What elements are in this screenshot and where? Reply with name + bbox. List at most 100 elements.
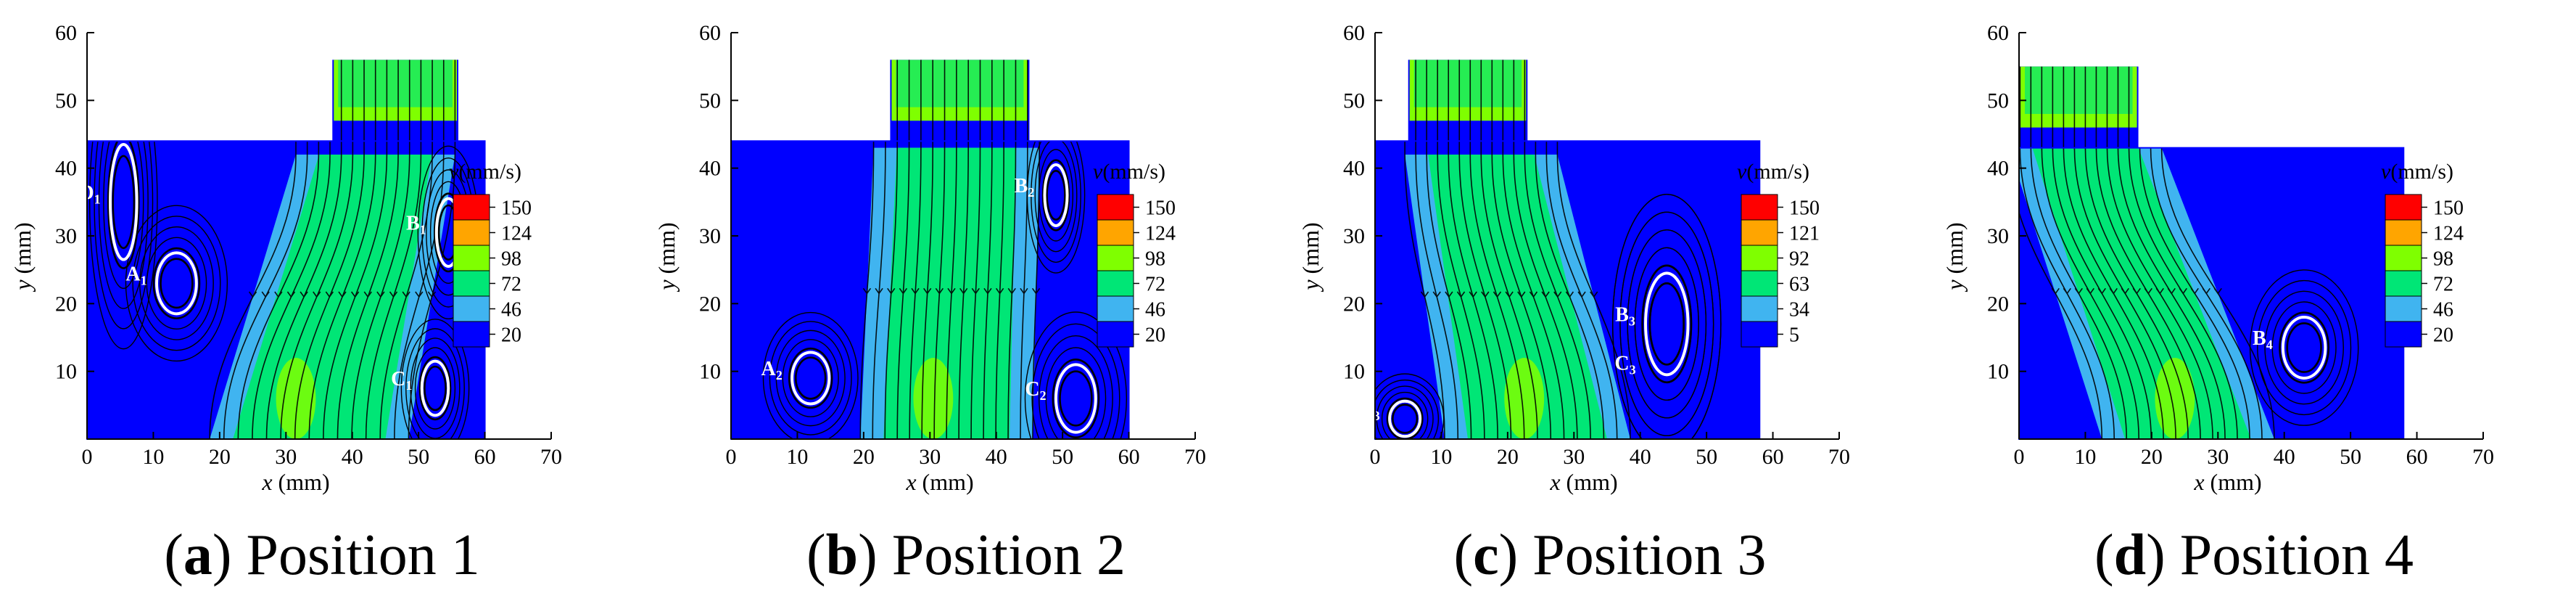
vortex-swirl: [132, 216, 221, 351]
streamline-arrow: [313, 291, 321, 298]
legend-title-var: v: [2381, 160, 2391, 184]
x-tick-label: 40: [342, 445, 363, 469]
legend-level-label: 46: [501, 299, 521, 322]
panel-a-plot: D1A1B1C1010203040506070102030405060x (mm…: [9, 21, 562, 495]
legend-level-label: 150: [501, 197, 532, 220]
streamline: [223, 60, 308, 439]
legend-title-unit: (mm/s): [1102, 160, 1165, 184]
legend-swatch: [2385, 321, 2422, 348]
y-tick-label: 40: [1987, 157, 2009, 181]
streamline: [1426, 60, 1472, 439]
vortex-label-subscript: 3: [1374, 409, 1380, 423]
x-axis-label-var: x: [2193, 469, 2204, 495]
x-tick-label: 70: [540, 445, 562, 469]
streamline-arrow: [1031, 287, 1041, 295]
y-tick-label: 40: [699, 157, 721, 181]
streamline: [1480, 60, 1538, 439]
vortex-label-letter: A: [125, 263, 141, 285]
legend-level-label: 98: [1145, 248, 1165, 271]
streamline: [280, 60, 354, 439]
streamline: [2160, 66, 2275, 440]
vortex-swirl: [1046, 170, 1066, 221]
y-axis-label-unit: (mm): [1297, 222, 1324, 279]
legend-title: v(mm/s): [1737, 160, 1809, 184]
vortex-label-subscript: 2: [1040, 388, 1046, 403]
streamline-arrow: [911, 287, 920, 295]
y-tick-label: 30: [699, 224, 721, 248]
caption-letter: c: [1473, 523, 1499, 587]
streamline-arrow: [1505, 291, 1514, 298]
vortex-marker-ellipse: [790, 351, 831, 406]
streamline-arrow: [1469, 291, 1477, 298]
x-tick-label: 40: [986, 445, 1007, 469]
vortex-marker-label: A3: [1358, 398, 1379, 423]
vortex-label-subscript: 4: [2266, 337, 2273, 352]
streamline: [379, 60, 433, 439]
streamline-arrow: [1577, 291, 1586, 298]
streamline-arrow: [338, 291, 347, 298]
streamline-arrow: [1529, 291, 1538, 298]
y-tick-label: 40: [55, 157, 77, 181]
streamline-arrow: [1481, 291, 1490, 298]
streamline: [2128, 66, 2238, 440]
vortex-swirl: [139, 226, 214, 340]
vortex-swirl: [1392, 404, 1419, 434]
jet-high-speed-patch: [2155, 358, 2195, 439]
streamline: [1437, 60, 1485, 439]
streamline-arrow: [887, 287, 896, 295]
streamline-arrow: [2051, 287, 2060, 295]
x-axis-label-unit: (mm): [1561, 469, 1618, 495]
caption-text: Position 1: [246, 523, 480, 587]
legend-swatch: [453, 321, 490, 348]
vortex-streamlines: [1375, 194, 1722, 439]
vortex-marker-ellipse: [1644, 271, 1690, 377]
vortex-label-letter: B: [2253, 327, 2266, 350]
x-tick-label: 50: [1052, 445, 1073, 469]
legend-swatch: [2385, 245, 2422, 271]
x-axis-label-unit: (mm): [273, 469, 330, 495]
vortex-label-subscript: 2: [1028, 185, 1034, 200]
y-tick-label: 50: [1987, 89, 2009, 112]
x-axis-label: x (mm): [905, 469, 973, 495]
legend-level-label: 124: [2433, 223, 2464, 245]
legend-swatch: [1741, 321, 1778, 348]
legend-swatch: [453, 194, 490, 221]
y-tick-label: 30: [1343, 224, 1365, 248]
vortex-label-subscript: 3: [1629, 314, 1635, 328]
y-tick-label: 30: [1987, 224, 2009, 248]
y-tick-label: 60: [1343, 21, 1365, 45]
streamline: [265, 60, 342, 439]
vortex-swirl: [112, 155, 136, 250]
legend-level-label: 150: [2433, 197, 2464, 220]
y-axis-label: y (mm): [9, 222, 36, 292]
streamline: [2052, 66, 2152, 440]
streamline-arrow: [983, 287, 992, 295]
inlet-jet-core: [338, 60, 453, 107]
x-tick-label: 70: [2472, 445, 2494, 469]
streamline: [1545, 60, 1618, 439]
jet-core: [883, 147, 1017, 439]
streamline-arrow: [1517, 291, 1526, 298]
streamline-arrow: [2063, 287, 2071, 295]
vortex-swirl: [769, 321, 852, 435]
x-axis-label-var: x: [1549, 469, 1560, 495]
legend-swatch: [2385, 270, 2422, 297]
streamline: [2030, 66, 2128, 440]
streamline: [1448, 60, 1498, 439]
streamline: [859, 60, 875, 439]
x-tick-label: 30: [1563, 445, 1585, 469]
vortex-marker-ellipse: [1388, 399, 1422, 438]
legend-level-label: 92: [1789, 248, 1809, 271]
legend-swatch: [1741, 270, 1778, 297]
vortex-swirl: [1634, 247, 1699, 401]
legend-swatch: [2385, 219, 2422, 246]
x-tick-label: 60: [2406, 445, 2428, 469]
vortex-swirl: [88, 60, 158, 350]
streamline-arrow: [2109, 287, 2118, 295]
legend-level-label: 5: [1789, 324, 1799, 347]
x-tick-label: 60: [1762, 445, 1784, 469]
streamline: [896, 60, 910, 439]
